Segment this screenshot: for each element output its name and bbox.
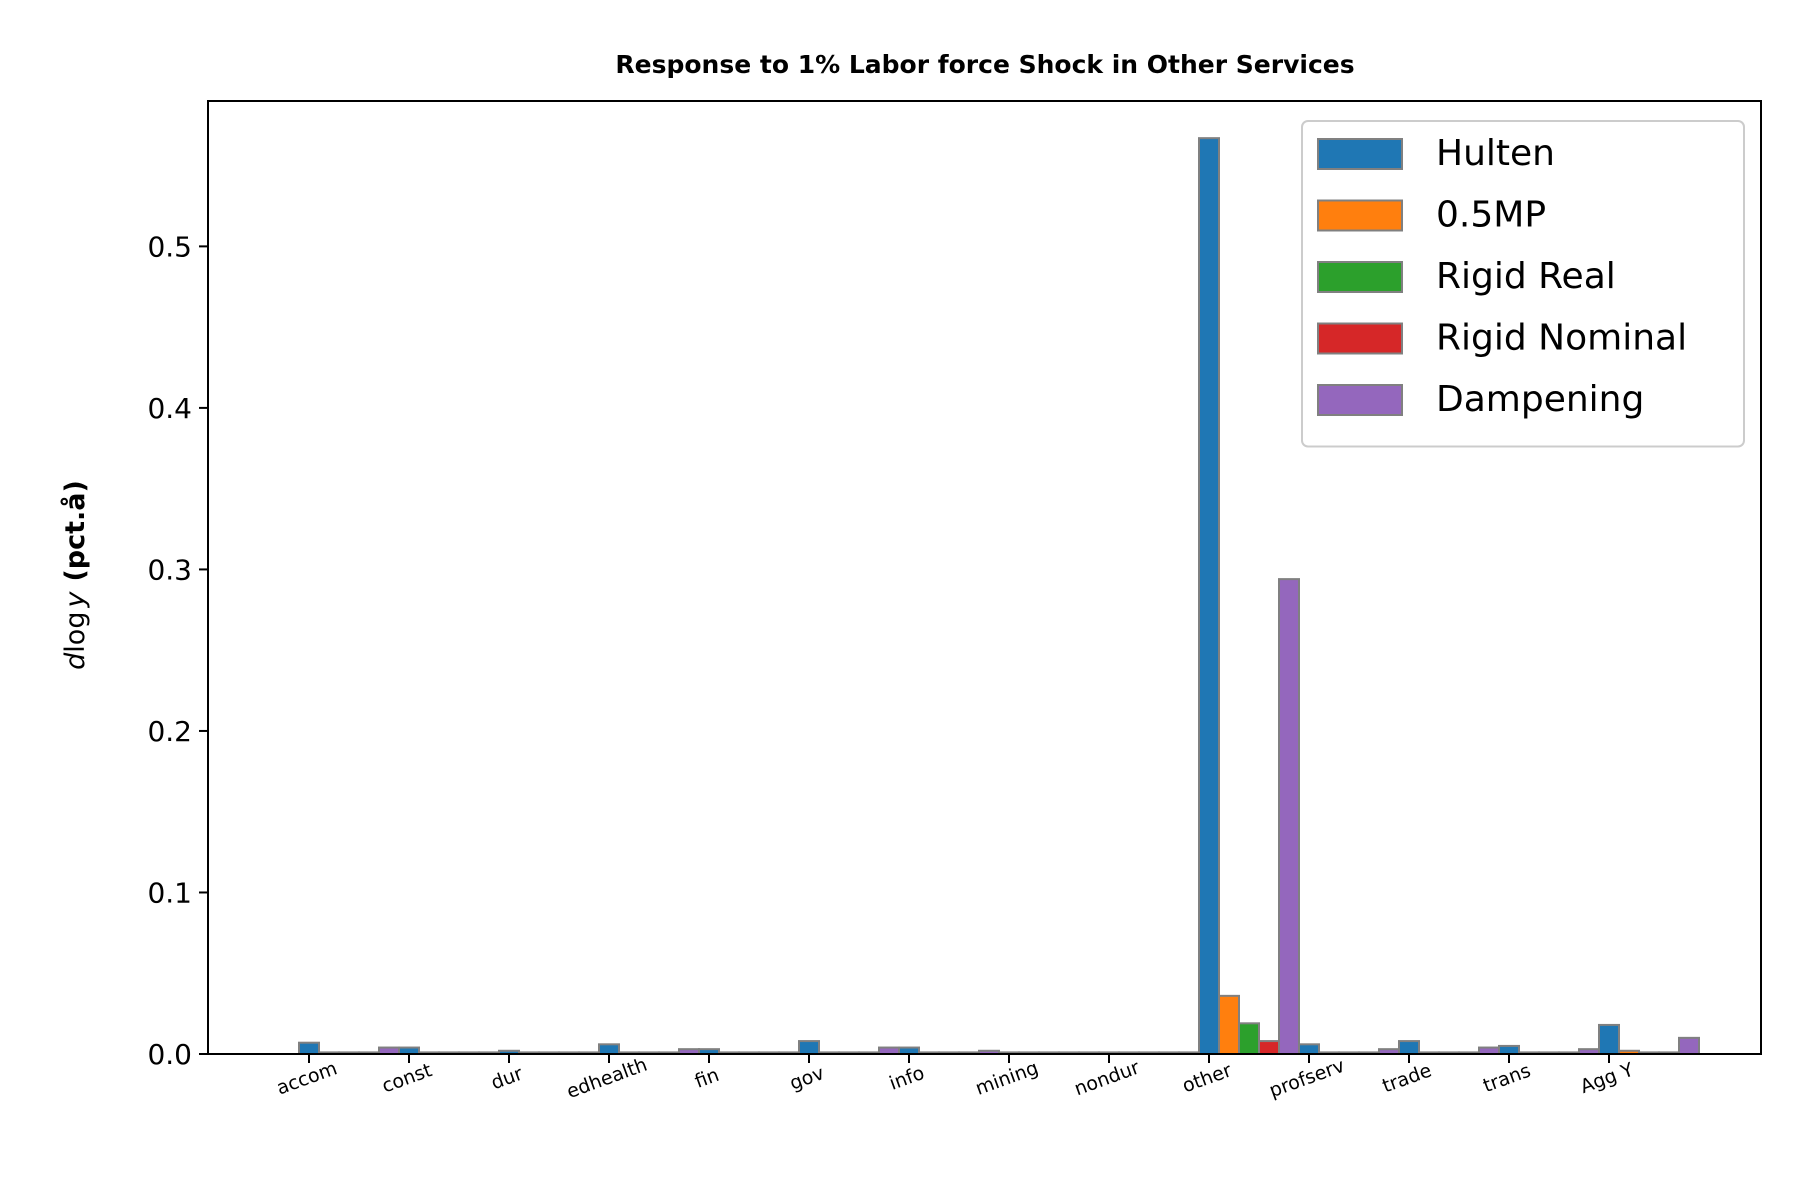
y-tick-label: 0.0 [147, 1038, 192, 1071]
x-tick-label: profserv [1266, 1055, 1347, 1102]
x-tick-label: info [886, 1062, 927, 1095]
y-tick-label: 0.2 [147, 715, 192, 748]
x-tick-label: accom [274, 1057, 340, 1099]
bar-hulten-accom [298, 1041, 320, 1056]
y-axis: 0.0 0.1 0.2 0.3 0.4 0.5 [147, 230, 208, 1071]
y-tick-label: 0.5 [147, 230, 192, 263]
x-tick-label: edhealth [564, 1054, 650, 1103]
bar-hulten-agg-y [1598, 1023, 1620, 1055]
bar-hulten-trans [1498, 1044, 1520, 1055]
bar-rigid-real-other [1238, 1022, 1260, 1056]
x-tick-label: dur [488, 1063, 526, 1095]
legend-box [1301, 120, 1745, 448]
x-tick-label: Agg Y [1577, 1059, 1636, 1099]
bar-hulten-gov [798, 1040, 820, 1056]
y-tick-label: 0.4 [147, 392, 192, 425]
x-tick-label: trade [1379, 1059, 1434, 1097]
x-tick-label: nondur [1071, 1056, 1142, 1100]
legend-label: Rigid Real [1436, 256, 1616, 297]
bar-hulten-trade [1398, 1040, 1420, 1056]
x-tick-label: fin [692, 1064, 722, 1093]
x-axis: accom const dur edhealth fin gov info mining non… [274, 1054, 1637, 1103]
bar-hulten-other [1198, 137, 1220, 1056]
x-tick-label: mining [973, 1057, 1042, 1100]
legend-swatch [1317, 384, 1403, 416]
legend-swatch [1317, 199, 1403, 232]
bars-layer [298, 137, 1700, 1056]
y-axis-label: dlog y (pct.å) [59, 480, 91, 670]
y-tick-label: 0.3 [147, 553, 192, 586]
legend-label: Dampening [1436, 379, 1644, 420]
y-axis-label-log: log [60, 612, 91, 653]
legend-swatch [1317, 261, 1403, 293]
bar-rigid-nominal-other [1258, 1040, 1280, 1056]
x-tick-label: trans [1480, 1060, 1533, 1097]
legend: Hulten 0.5MP Rigid Real Rigid Nominal Dampen… [1301, 120, 1745, 448]
x-tick-label: gov [787, 1062, 827, 1095]
legend-label: Rigid Nominal [1436, 318, 1687, 359]
svg-text:dlogy(pct.å): dlog y (pct.å) [59, 480, 91, 670]
y-axis-label-d: d [60, 652, 91, 670]
x-tick-label: const [379, 1059, 435, 1097]
plot-frame [207, 100, 1762, 1055]
legend-label: 0.5MP [1436, 195, 1546, 236]
x-tick-label: other [1179, 1059, 1234, 1097]
bar-dampening-other [1278, 578, 1300, 1055]
bar-dampening-agg-y [1678, 1036, 1700, 1055]
bar-0-5mp-other [1218, 994, 1240, 1055]
y-tick-label: 0.1 [147, 876, 192, 909]
y-axis-label-unit: (pct.å) [59, 480, 91, 581]
bar-hulten-profserv [1298, 1043, 1320, 1055]
bar-hulten-edhealth [598, 1043, 620, 1055]
chart-title: Response to 1% Labor force Shock in Othe… [615, 50, 1354, 79]
y-axis-label-var: y [60, 591, 91, 609]
legend-swatch [1317, 322, 1403, 355]
legend-swatch [1317, 138, 1403, 170]
legend-label: Hulten [1436, 133, 1555, 174]
